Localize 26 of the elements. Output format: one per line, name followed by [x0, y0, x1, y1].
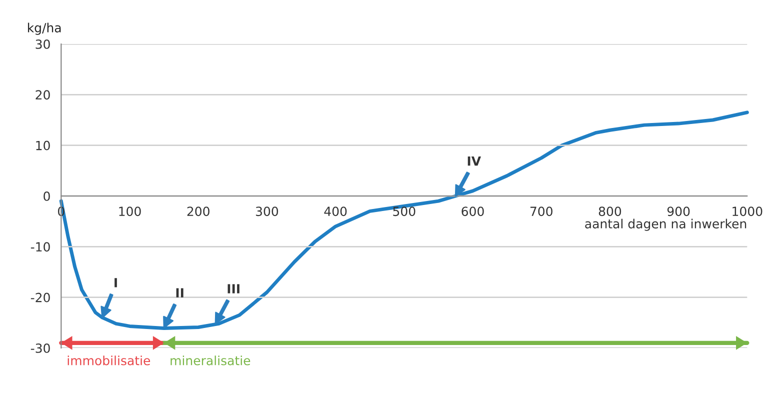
annotation: II — [176, 288, 184, 298]
x-tick-label: 700 — [530, 206, 552, 216]
x-tick-label: 0 — [58, 206, 64, 216]
y-axis-title: kg/ha — [28, 22, 61, 35]
y-tick-label: 10 — [36, 140, 50, 150]
y-tick-label: -20 — [30, 292, 50, 302]
annotation: III — [228, 284, 240, 294]
x-tick-label: 300 — [256, 206, 278, 216]
x-tick-label: 200 — [187, 206, 210, 216]
y-tick-label: 30 — [36, 39, 50, 49]
y-tick-label: -10 — [30, 242, 50, 252]
y-tick-label: -30 — [30, 343, 50, 353]
x-tick-label: 800 — [598, 206, 622, 216]
annotation: I — [114, 278, 117, 288]
x-tick-label: 600 — [462, 206, 484, 216]
y-tick-label: 0 — [44, 191, 50, 201]
x-tick-label: 400 — [324, 206, 347, 216]
annotation: IV — [468, 156, 481, 166]
x-tick-label: 500 — [393, 206, 416, 216]
x-tick-label: 100 — [119, 206, 141, 216]
x-tick-label: 1000 — [732, 206, 762, 216]
x-tick-label: 900 — [667, 206, 690, 216]
legend-label: mineralisatie — [170, 356, 250, 366]
legend-label: immobilisatie — [68, 356, 150, 366]
x-axis-title: aantal dagen na inwerken — [585, 218, 746, 231]
y-tick-label: 20 — [36, 90, 50, 100]
